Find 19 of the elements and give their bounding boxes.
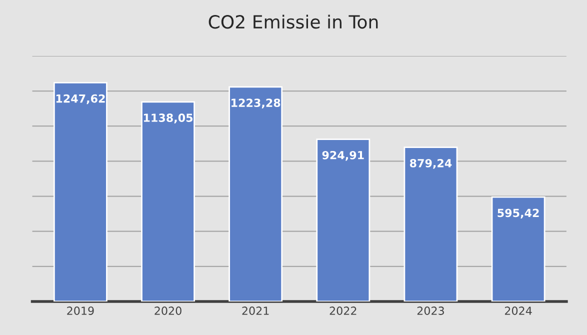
x-tick-label: 2024 [504, 306, 532, 315]
data-label: 1138,05 [144, 114, 193, 124]
chart-title: CO2 Emissie in Ton [208, 14, 378, 29]
x-tick-label: 2019 [67, 306, 94, 315]
data-label: 924,91 [322, 150, 364, 161]
data-label: 879,24 [410, 158, 452, 169]
x-tick-label: 2020 [154, 306, 182, 315]
bar [53, 82, 108, 302]
bar [228, 86, 283, 302]
x-tick-label: 2021 [242, 306, 269, 315]
bar [316, 138, 370, 302]
x-tick-label: 2023 [417, 306, 444, 315]
data-label: 1223,28 [232, 98, 280, 108]
x-tick-label: 2022 [330, 306, 356, 315]
bar [491, 196, 546, 302]
data-label: 595,42 [498, 208, 539, 219]
bar [404, 146, 458, 302]
bar [141, 101, 195, 302]
data-label: 1247,62 [56, 94, 105, 104]
